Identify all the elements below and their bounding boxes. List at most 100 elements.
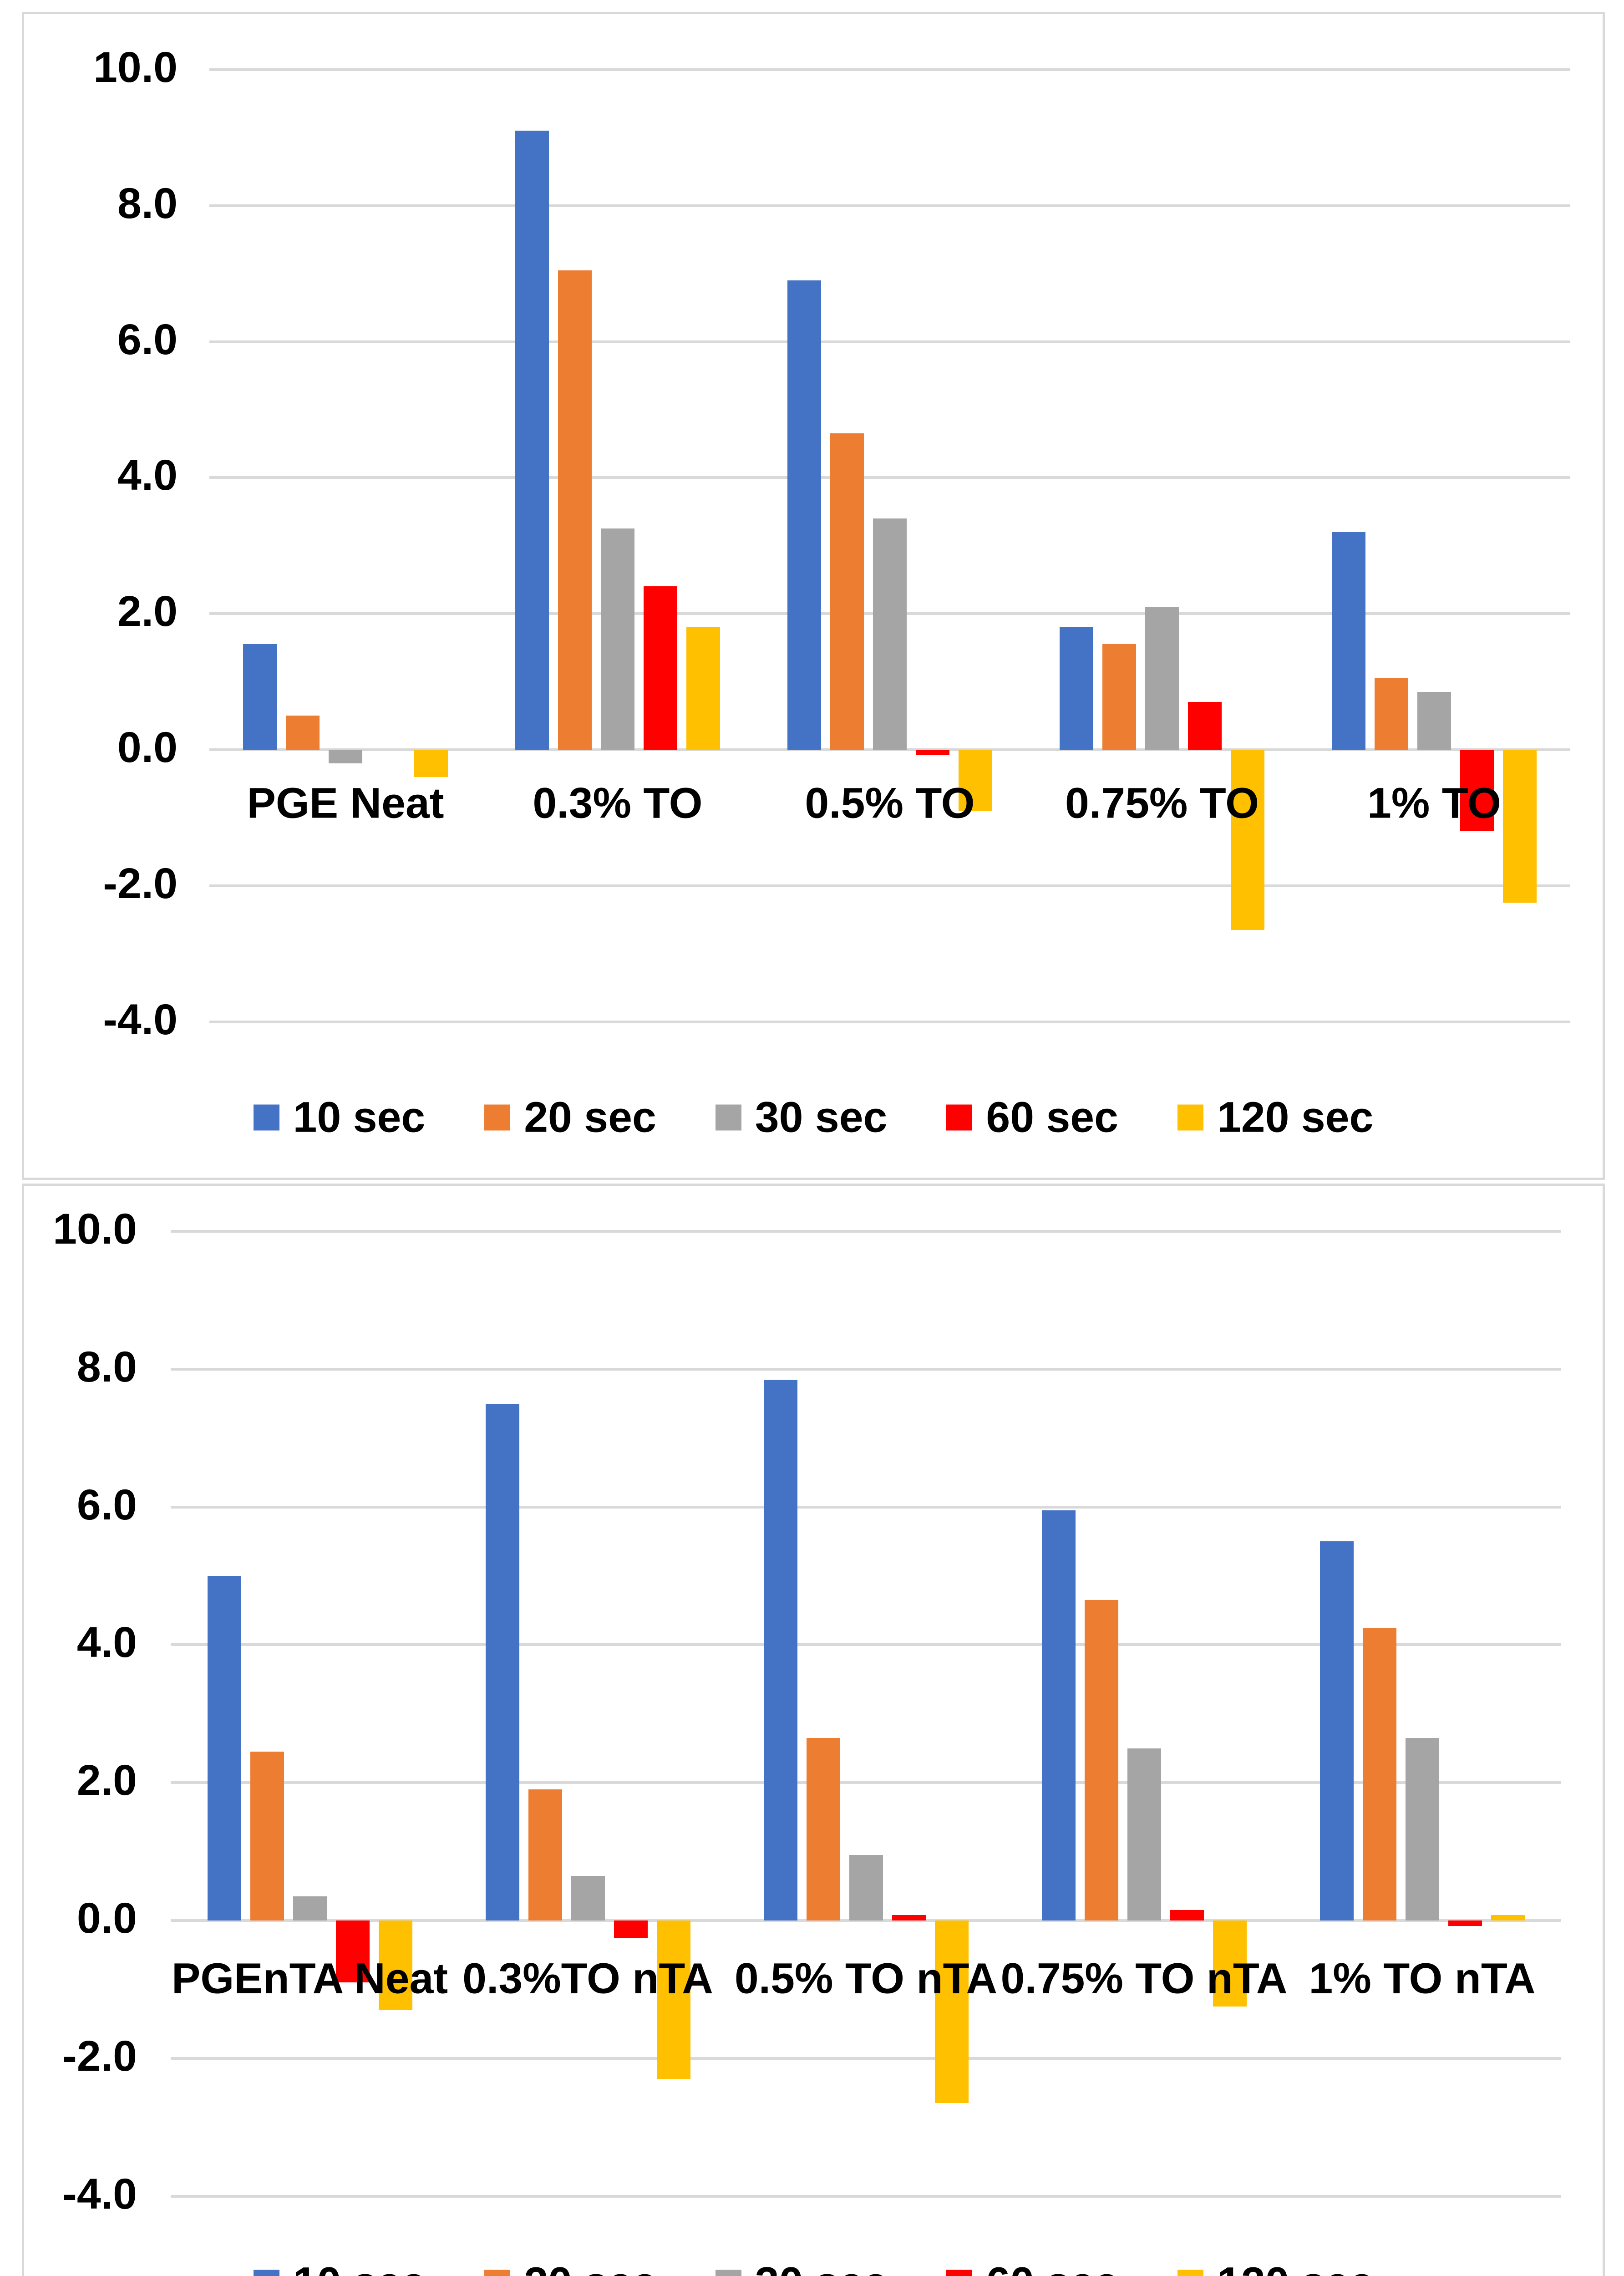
bar xyxy=(207,1576,241,1920)
y-axis-tick-label: 6.0 xyxy=(117,315,178,364)
y-axis-tick-label: 10.0 xyxy=(93,43,178,92)
bar xyxy=(830,433,864,750)
bar xyxy=(601,528,634,750)
x-axis-category-label: 0.3% TO xyxy=(533,779,703,828)
bar xyxy=(787,280,821,750)
gridline xyxy=(171,1367,1561,1371)
bar xyxy=(1491,1915,1525,1920)
y-axis-tick-label: 0.0 xyxy=(117,723,178,772)
legend-item: 10 sec xyxy=(253,1093,426,1143)
bar xyxy=(873,518,907,750)
bar xyxy=(378,1920,412,2010)
legend-swatch-icon xyxy=(253,2270,279,2276)
bar xyxy=(515,131,549,750)
bar xyxy=(1188,702,1222,750)
gridline xyxy=(171,1505,1561,1509)
bar xyxy=(485,1403,519,1920)
gridline xyxy=(209,68,1570,71)
gridline xyxy=(209,884,1570,887)
gridline xyxy=(171,1919,1561,1922)
bar xyxy=(286,716,320,750)
x-axis-category-label: 1% TO nTA xyxy=(1309,1954,1536,2003)
y-axis-tick-label: 2.0 xyxy=(76,1756,137,1805)
gridline xyxy=(171,1230,1561,1233)
bar xyxy=(1448,1920,1482,1926)
bar xyxy=(250,1752,284,1920)
y-axis-tick-label: -2.0 xyxy=(103,859,178,908)
bar xyxy=(1084,1600,1118,1920)
legend-item: 60 sec xyxy=(946,2258,1118,2276)
bar xyxy=(1213,1920,1247,2007)
bar xyxy=(1405,1737,1439,1920)
bar xyxy=(528,1789,562,1920)
legend-label: 20 sec xyxy=(524,1093,656,1142)
legend: 10 sec 20 sec 30 sec 60 sec 120 sec xyxy=(24,1093,1603,1143)
legend-item: 120 sec xyxy=(1177,1093,1373,1143)
x-axis-category-label: 0.75% TO nTA xyxy=(1000,1954,1288,2003)
legend-label: 60 sec xyxy=(986,1093,1118,1142)
y-axis-tick-label: -4.0 xyxy=(62,2169,137,2218)
y-axis-tick-label: -4.0 xyxy=(103,995,178,1044)
x-axis-category-label: 0.75% TO xyxy=(1065,779,1259,828)
bar xyxy=(558,270,592,750)
y-axis-tick-label: 8.0 xyxy=(117,179,178,228)
legend-swatch-icon xyxy=(1177,2270,1203,2276)
legend-label: 120 sec xyxy=(1217,1093,1374,1142)
gridline xyxy=(209,1020,1570,1023)
gridline xyxy=(209,204,1570,207)
bar xyxy=(806,1737,840,1920)
x-axis-category-label: PGE Neat xyxy=(247,779,444,828)
x-axis-category-label: 0.3%TO nTA xyxy=(462,1954,713,2003)
y-axis-tick-label: 8.0 xyxy=(76,1342,137,1391)
bar xyxy=(849,1855,883,1920)
bar-chart-top-panel: 10.0 8.0 6.0 4.0 2.0 0.0 -2.0 -4.0 PGE Neat 0.3% … xyxy=(22,12,1605,1180)
y-axis-tick-label: -2.0 xyxy=(62,2032,137,2080)
legend: 10 sec 20 sec 30 sec 60 sec 120 sec xyxy=(24,2258,1603,2276)
gridline xyxy=(171,1643,1561,1646)
legend-item: 10 sec xyxy=(253,2258,425,2276)
bar xyxy=(1041,1510,1076,1920)
legend-item: 20 sec xyxy=(484,1093,656,1143)
bar xyxy=(1170,1910,1204,1920)
bar xyxy=(1102,644,1136,750)
y-axis-tick-label: 4.0 xyxy=(76,1618,137,1667)
bar xyxy=(892,1915,926,1920)
bar xyxy=(763,1379,797,1920)
bar xyxy=(293,1896,327,1920)
legend-label: 120 sec xyxy=(1217,2258,1373,2276)
bar-chart-bottom-panel: 10.0 8.0 6.0 4.0 2.0 0.0 -2.0 -4.0 PGEnTA Neat 0.… xyxy=(22,1184,1605,2276)
x-axis-category-label: PGEnTA Neat xyxy=(171,1954,448,2003)
bar xyxy=(934,1920,969,2103)
x-axis-category-label: 0.5% TO xyxy=(805,779,975,828)
y-axis-tick-label: 6.0 xyxy=(76,1480,137,1529)
bar xyxy=(335,1920,370,1983)
bar xyxy=(1320,1541,1354,1920)
y-axis-tick-label: 10.0 xyxy=(53,1205,137,1254)
legend-item: 30 sec xyxy=(715,2258,887,2276)
legend-item: 120 sec xyxy=(1177,2258,1373,2276)
legend-label: 30 sec xyxy=(755,1093,888,1142)
bar xyxy=(414,750,448,777)
bar xyxy=(1332,532,1365,750)
bar xyxy=(1417,692,1451,750)
legend-swatch-icon xyxy=(253,1104,279,1131)
gridline xyxy=(171,2057,1561,2060)
legend-label: 60 sec xyxy=(986,2258,1118,2276)
legend-swatch-icon xyxy=(484,2270,511,2276)
legend-swatch-icon xyxy=(715,1104,741,1131)
legend-item: 30 sec xyxy=(715,1093,888,1143)
bar xyxy=(916,750,949,755)
gridline xyxy=(171,2195,1561,2198)
bar xyxy=(1060,627,1093,750)
legend-item: 20 sec xyxy=(484,2258,656,2276)
bar xyxy=(656,1920,690,2079)
y-axis-tick-label: 0.0 xyxy=(76,1894,137,1943)
legend-label: 10 sec xyxy=(293,1093,426,1142)
gridline xyxy=(209,340,1570,343)
bar xyxy=(243,644,277,750)
bar xyxy=(1145,607,1179,750)
y-axis-tick-label: 4.0 xyxy=(117,451,178,500)
legend-swatch-icon xyxy=(946,1104,973,1131)
gridline xyxy=(209,476,1570,479)
